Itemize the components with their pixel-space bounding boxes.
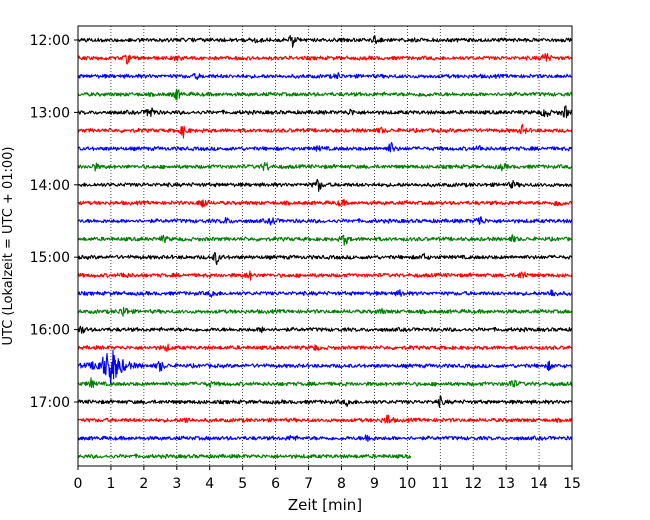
seismic-trace — [77, 270, 573, 281]
seismic-trace — [77, 414, 573, 424]
seismic-trace — [78, 161, 573, 172]
x-tick-label: 8 — [337, 476, 346, 492]
grid-layer — [110, 26, 540, 466]
seismic-trace — [77, 377, 573, 389]
y-tick-label: 16:00 — [30, 323, 70, 339]
seismic-trace — [77, 216, 573, 226]
seismic-trace — [77, 178, 572, 192]
seismic-trace — [77, 343, 573, 353]
seismic-trace — [77, 105, 572, 119]
y-tick-label: 13:00 — [30, 105, 70, 121]
x-tick-label: 13 — [497, 476, 515, 492]
y-axis-label: UTC (Lokalzeit = UTC + 01:00) — [1, 147, 16, 346]
x-tick-label: 1 — [106, 476, 115, 492]
y-tick-label: 17:00 — [30, 395, 70, 411]
seismic-trace — [77, 88, 573, 101]
x-tick-label: 9 — [370, 476, 379, 492]
x-tick-label: 5 — [238, 476, 247, 492]
x-axis: 0 1 2 3 4 5 6 7 8 9 10 11 12 13 14 15 — [74, 466, 581, 492]
seismic-trace — [77, 349, 573, 385]
seismic-trace — [77, 251, 573, 266]
trace-layer — [77, 34, 573, 460]
x-tick-label: 3 — [172, 476, 181, 492]
x-tick-label: 15 — [563, 476, 581, 492]
seismic-trace — [77, 234, 572, 246]
y-tick-label: 15:00 — [30, 250, 70, 266]
seismic-trace — [77, 123, 573, 139]
seismic-trace — [77, 34, 573, 48]
x-tick-label: 12 — [464, 476, 482, 492]
x-tick-label: 4 — [205, 476, 214, 492]
y-tick-label: 14:00 — [30, 178, 70, 194]
seismic-trace — [77, 453, 412, 460]
y-tick-label: 12:00 — [30, 33, 70, 49]
x-tick-label: 7 — [304, 476, 313, 492]
seismic-trace — [77, 306, 573, 317]
seismic-trace — [77, 434, 573, 442]
x-axis-label: Zeit [min] — [288, 496, 362, 514]
seismic-trace — [77, 199, 573, 208]
x-tick-label: 14 — [530, 476, 548, 492]
x-tick-label: 10 — [398, 476, 416, 492]
seismic-trace — [77, 141, 573, 153]
seismic-trace — [77, 395, 573, 408]
seismic-trace — [77, 289, 573, 298]
x-tick-label: 11 — [431, 476, 449, 492]
y-axis: 12:00 13:00 14:00 15:00 16:00 17:00 — [30, 33, 78, 411]
x-tick-label: 2 — [139, 476, 148, 492]
seismic-trace — [77, 325, 573, 334]
x-tick-label: 6 — [271, 476, 280, 492]
x-tick-label: 0 — [74, 476, 83, 492]
plot-frame — [77, 25, 573, 467]
seismic-trace — [77, 52, 573, 65]
seismic-trace — [77, 72, 573, 81]
